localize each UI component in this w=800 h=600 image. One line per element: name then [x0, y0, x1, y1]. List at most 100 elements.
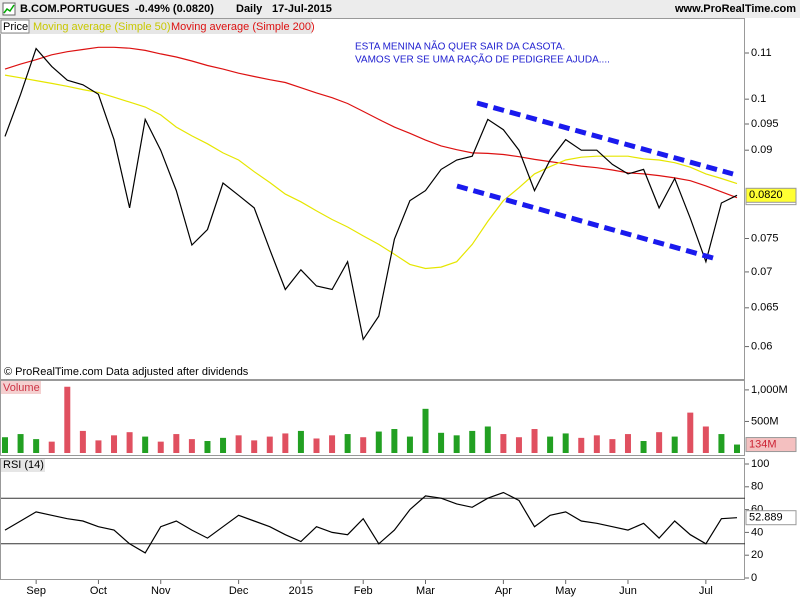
legend-entry: Moving average (Simple 50): [33, 21, 171, 33]
value-label: 52.889: [749, 512, 783, 524]
volume-bar: [702, 426, 709, 453]
volume-bar: [718, 434, 725, 453]
x-tick-label: Sep: [26, 585, 46, 597]
plot-area: 0.060.0650.070.0750.090.0950.10.110.0816…: [1, 46, 797, 597]
x-tick-label: Feb: [354, 585, 373, 597]
volume-bar: [406, 436, 413, 453]
volume-bar: [500, 434, 507, 453]
y-tick-label: 0.09: [751, 144, 772, 156]
price-panel: [0, 18, 745, 380]
value-badge: [745, 187, 797, 203]
y-tick-label: 40: [751, 526, 763, 538]
legend-box: [0, 19, 30, 34]
volume-bar: [157, 441, 164, 453]
x-tick-label: 2015: [289, 585, 313, 597]
legend-entry: Price: [3, 21, 28, 33]
volume-bar: [329, 435, 336, 453]
volume-bar: [64, 386, 71, 453]
volume-bar: [48, 441, 55, 453]
volume-bar: [235, 435, 242, 453]
volume-bar: [220, 437, 227, 453]
volume-bar: [111, 435, 118, 453]
volume-bar: [515, 437, 522, 453]
y-tick-label: 1,000M: [751, 384, 788, 396]
volume-bar: [95, 440, 102, 453]
channel: [456, 100, 734, 261]
x-tick-label: Nov: [151, 585, 171, 597]
annotation: VAMOS VER SE UMA RAÇÃO DE PEDIGREE AJUDA…: [355, 53, 610, 66]
volume-bar: [422, 408, 429, 453]
volume-bar: [142, 436, 149, 453]
x-tick-label: Apr: [495, 585, 512, 597]
volume-bar: [266, 436, 273, 453]
panel-label: RSI (14): [3, 459, 44, 471]
volume-bar: [17, 434, 24, 453]
x-tick-label: Jul: [699, 585, 713, 597]
volume-bar: [578, 437, 585, 453]
x-tick-label: May: [555, 585, 576, 597]
volume-bar: [188, 439, 195, 453]
header-icon: [2, 2, 16, 16]
annotation: ESTA MENINA NÃO QUER SAIR DA CASOTA.: [355, 40, 565, 53]
volume-label-bg: [1, 381, 41, 394]
x-tick-label: Oct: [90, 585, 107, 597]
y-tick-label: 0: [751, 572, 757, 584]
period: Daily: [236, 3, 263, 15]
volume-bar: [391, 429, 398, 453]
x-tick-label: Mar: [416, 585, 435, 597]
x-tick-label: Jun: [619, 585, 637, 597]
y-tick-label: 0.11: [751, 47, 772, 59]
y-tick-label: 0.075: [751, 232, 779, 244]
y-tick-label: 0.07: [751, 266, 772, 278]
y-tick-label: 20: [751, 549, 763, 561]
volume-bar: [2, 437, 8, 453]
volume-bar: [484, 426, 491, 453]
y-tick-label: 0.06: [751, 340, 772, 352]
volume-bar: [297, 430, 304, 453]
volume-bar: [531, 429, 538, 453]
volume-bar: [656, 432, 663, 453]
y-tick-label: 0.1: [751, 93, 766, 105]
symbol: B.COM.PORTUGUES: [20, 3, 129, 15]
value-badge: [745, 510, 797, 526]
change: -0.49% (0.0820): [135, 3, 214, 15]
header-bar: [0, 0, 800, 18]
volume-bar: [671, 436, 678, 453]
rsi-panel: [0, 458, 745, 580]
volume-bar: [624, 434, 631, 453]
y-tick-label: 100: [751, 458, 769, 470]
y-tick-label: 500M: [751, 415, 779, 427]
series-line: [4, 491, 738, 554]
volume-bar: [79, 430, 86, 453]
volume-bar: [438, 432, 445, 453]
series-line: [4, 74, 738, 270]
volume-bar: [593, 435, 600, 453]
footer: © ProRealTime.com Data adjusted after di…: [4, 366, 249, 378]
value-badge: [745, 437, 797, 453]
volume-bar: [687, 412, 694, 453]
volume-bar: [453, 435, 460, 453]
volume-bar: [734, 444, 740, 453]
volume-bar: [562, 433, 569, 453]
volume-bar: [204, 441, 211, 453]
volume-bar: [375, 431, 382, 453]
series-line: [4, 47, 738, 341]
rsi-label-bg: [1, 459, 45, 472]
volume-bar: [173, 434, 180, 453]
site: www.ProRealTime.com: [674, 3, 796, 15]
volume-bar: [126, 432, 133, 453]
volume-bar: [547, 436, 554, 453]
date: 17-Jul-2015: [272, 3, 332, 15]
panel-label: Volume: [3, 382, 40, 394]
y-tick-label: 0.065: [751, 302, 779, 314]
volume-panel: [0, 380, 745, 456]
y-tick-label: 0.095: [751, 118, 779, 130]
value-label: 0.0820: [749, 189, 783, 201]
legend-bg: [0, 19, 312, 34]
legend-entry: Moving average (Simple 200): [171, 21, 315, 33]
y-tick-label: 60: [751, 504, 763, 516]
volume-bar: [313, 438, 320, 453]
